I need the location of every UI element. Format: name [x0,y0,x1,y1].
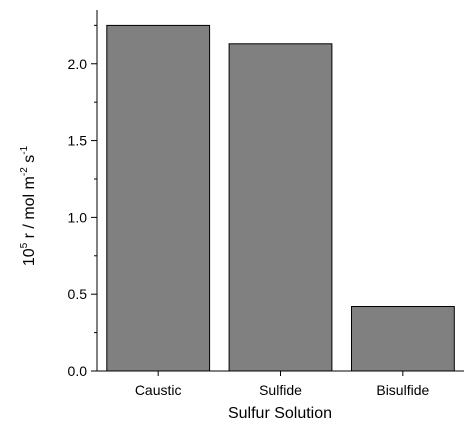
y-tick-label: 1.5 [68,133,88,149]
y-tick-label: 0.0 [68,363,88,379]
bar-sulfide [228,43,333,372]
x-tick-label-bisulfide: Bisulfide [376,382,429,398]
x-tick-label-sulfide: Sulfide [259,382,302,398]
axes-group [91,10,464,376]
bar-bisulfide [351,306,455,372]
x-axis-title: Sulfur Solution [228,405,332,422]
x-tick-label-caustic: Caustic [135,382,182,398]
bar-caustic [106,24,211,372]
bars-group [106,24,455,372]
y-axis-title: 105 r / mol m-2 s-1 [19,145,38,266]
y-tick-label: 2.0 [68,56,88,72]
labels-group: Caustic Sulfide Bisulfide 0.0 0.5 1.0 1.5 2.0 [68,56,430,398]
y-tick-label: 1.0 [68,209,88,225]
y-tick-label: 0.5 [68,286,88,302]
